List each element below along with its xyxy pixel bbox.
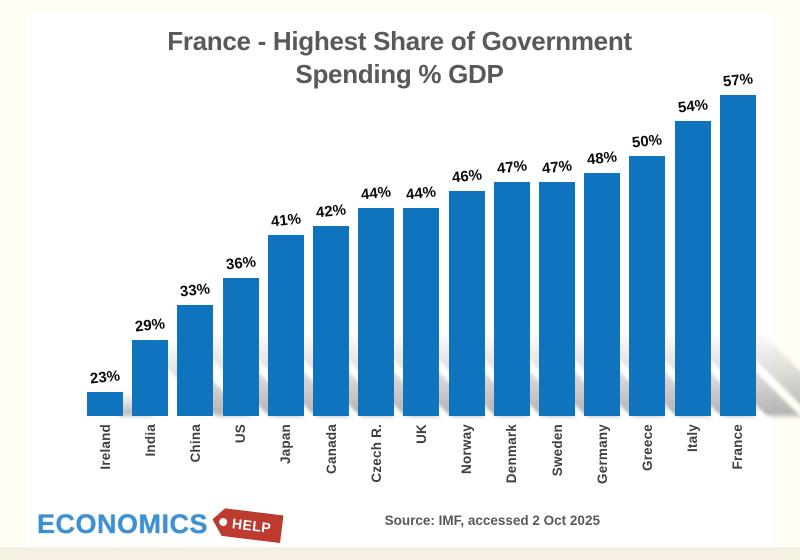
category-cell: Norway [449,416,485,502]
category-label: Sweden [549,424,565,477]
category-label: UK [413,424,429,444]
bar-cell: 44% [403,183,529,416]
category-cell: Ireland [87,416,123,502]
value-label: 44% [360,183,393,204]
bar-canada[interactable] [313,226,350,416]
value-label: 36% [224,253,257,274]
category-label: Canada [323,424,339,474]
logo-help-text: HELP [231,514,273,536]
bar-ireland[interactable] [87,392,123,416]
bar-france[interactable] [719,95,756,416]
category-cell: France [720,416,756,502]
category-label: Denmark [504,424,520,484]
bar-cell: 33% [177,280,303,416]
bar-cell: 47% [493,157,619,416]
category-label: Italy [685,424,701,453]
chart-title: France - Highest Share of Government Spen… [27,25,772,90]
bar-czech-r-[interactable] [358,208,395,416]
bar-cell: 29% [132,315,249,416]
category-cell: Italy [675,416,711,502]
bar-cell: 46% [448,166,574,416]
category-label: Czech R. [368,424,384,483]
value-label: 44% [405,183,438,204]
value-label: 41% [269,210,302,231]
bar-cell: 44% [358,183,484,416]
category-axis: Ireland India China US Japan Canada Czech R. UK… [87,416,756,502]
category-cell: Denmark [494,416,530,502]
bars-row: 23% 29% 33% 36% 41% 42% 44% 44% 46% 47% 47% 48% 50% 5… [87,70,800,416]
value-label: 50% [631,131,664,152]
bar-cell: 23% [87,367,151,416]
value-label: 46% [450,166,483,187]
economicshelp-logo[interactable]: ECONOMICS HELP [37,509,282,540]
category-cell: Sweden [539,416,575,502]
bar-us[interactable] [222,278,259,416]
category-label: Greece [639,424,655,471]
value-label: 54% [676,96,709,117]
category-label: India [142,424,158,457]
category-cell: Greece [629,416,665,502]
category-cell: US [223,416,259,502]
category-label: Japan [278,424,294,465]
category-cell: UK [403,416,439,502]
bar-india[interactable] [132,340,169,416]
bar-cell: 42% [313,201,439,416]
bar-chart: 23% 29% 33% 36% 41% 42% 44% 44% 46% 47% 47% 48% 50% 5… [87,70,800,502]
bottom-strip [0,547,800,560]
value-label: 57% [722,70,754,91]
category-label: Norway [459,424,475,474]
bar-uk[interactable] [403,208,440,416]
category-label: Ireland [97,424,113,470]
bar-china[interactable] [177,305,214,416]
bar-cell: 50% [629,131,755,416]
value-label: 42% [315,201,347,222]
bar-germany[interactable] [584,173,621,416]
category-cell: Japan [268,416,304,502]
category-label: US [233,424,249,444]
bar-sweden[interactable] [539,182,576,416]
category-cell: Czech R. [358,416,394,502]
category-cell: Germany [584,416,620,502]
source-text: Source: IMF, accessed 2 Oct 2025 [384,513,600,528]
tag-hole-dot [219,517,228,526]
chart-panel: France - Highest Share of Government Spen… [27,12,800,546]
value-label: 33% [179,280,212,301]
bar-cell: 41% [267,210,393,416]
category-cell: India [132,416,168,502]
value-label: 23% [89,367,121,388]
category-label: Germany [594,424,610,484]
bar-greece[interactable] [629,156,666,416]
bar-japan[interactable] [267,235,304,416]
category-cell: China [177,416,213,502]
value-label: 48% [586,148,619,169]
bar-norway[interactable] [448,191,485,416]
category-label: China [187,424,203,463]
value-label: 47% [541,157,573,178]
bar-denmark[interactable] [493,182,530,416]
bar-italy[interactable] [674,121,711,416]
bar-cell: 36% [222,253,348,416]
value-label: 29% [134,315,167,336]
chart-title-line2: Spending % GDP [295,58,504,89]
category-cell: Canada [313,416,349,502]
bar-cell: 57% [719,70,800,416]
logo-economics-text: ECONOMICS [37,509,209,539]
chart-title-line1: France - Highest Share of Government [167,26,632,56]
footer: ECONOMICS HELP Source: IMF, accessed 2 O… [27,498,772,546]
bar-cell: 47% [539,157,665,416]
price-tag-icon: HELP [211,506,284,542]
value-label: 47% [496,157,528,178]
category-label: France [730,424,746,470]
bar-cell: 54% [674,96,800,416]
bar-cell: 48% [584,148,710,416]
